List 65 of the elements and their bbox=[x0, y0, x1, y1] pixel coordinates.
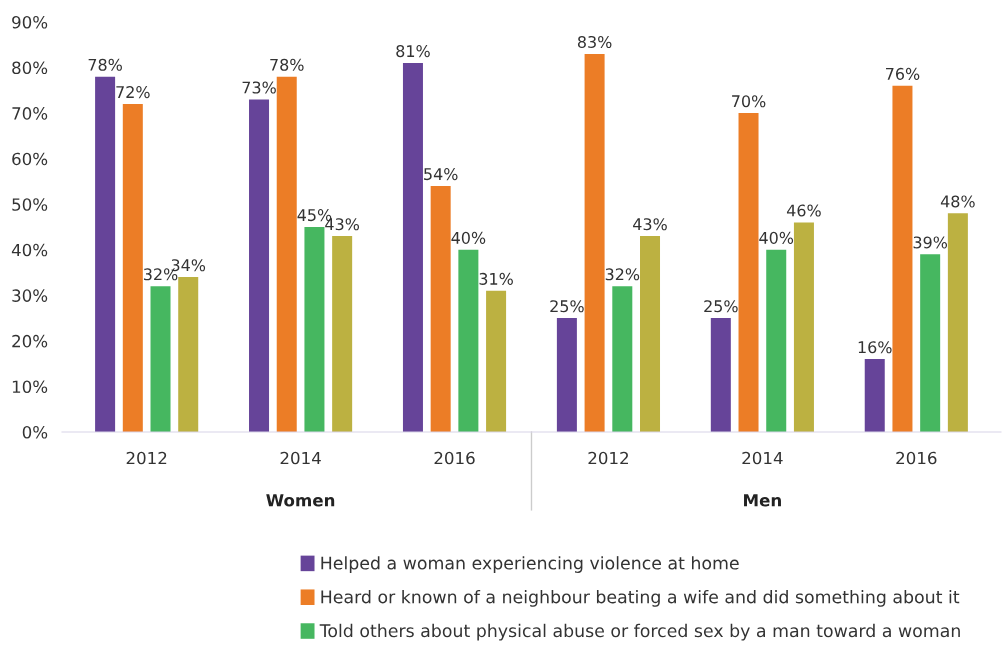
bar bbox=[430, 186, 451, 432]
text: 40% bbox=[451, 231, 486, 244]
bar bbox=[249, 99, 270, 432]
bar bbox=[178, 277, 199, 432]
x-tick-label: 2012 bbox=[126, 451, 167, 465]
text: 54% bbox=[424, 168, 458, 181]
bar bbox=[584, 53, 605, 432]
bar bbox=[486, 290, 507, 432]
bar bbox=[458, 249, 479, 432]
text: 73% bbox=[242, 81, 276, 94]
bar bbox=[738, 113, 759, 432]
bar bbox=[640, 236, 661, 432]
y-tick-label: 80% bbox=[12, 61, 48, 75]
bar bbox=[766, 249, 787, 432]
text: 72% bbox=[116, 86, 150, 99]
y-tick-label: 20% bbox=[12, 334, 48, 348]
y-tick-label: 90% bbox=[12, 15, 48, 29]
bar bbox=[710, 318, 731, 432]
y-tick-label: 70% bbox=[12, 107, 48, 120]
bar bbox=[150, 286, 171, 432]
bar bbox=[276, 76, 297, 432]
text: 25% bbox=[550, 300, 584, 313]
bar bbox=[920, 254, 941, 432]
text: 70% bbox=[732, 95, 766, 108]
text: 39% bbox=[913, 236, 948, 249]
y-tick-label: 0% bbox=[22, 425, 48, 439]
bar bbox=[612, 286, 633, 432]
text: 76% bbox=[886, 67, 920, 80]
text: Women bbox=[266, 494, 335, 507]
bar bbox=[556, 318, 577, 432]
bar bbox=[864, 359, 885, 432]
bar bbox=[332, 236, 353, 432]
x-tick-label: 2016 bbox=[434, 451, 475, 465]
text: 43% bbox=[633, 218, 667, 231]
text: 83% bbox=[577, 35, 612, 49]
text: 48% bbox=[940, 195, 975, 208]
text: 81% bbox=[396, 45, 430, 58]
x-tick-label: 2012 bbox=[588, 451, 628, 465]
text: Men bbox=[744, 494, 781, 507]
x-tick-label: 2016 bbox=[896, 451, 937, 465]
bar bbox=[947, 213, 968, 432]
text: 31% bbox=[479, 272, 513, 285]
legend-label: Told others about physical abuse or forced sex by a man toward a woman bbox=[319, 623, 960, 641]
y-tick-label: 40% bbox=[11, 243, 48, 257]
bar bbox=[304, 227, 325, 432]
text: 16% bbox=[858, 341, 892, 354]
text: 32% bbox=[605, 268, 640, 281]
legend-label: Helped a woman experiencing violence at home bbox=[321, 556, 739, 573]
text: 78% bbox=[88, 58, 122, 71]
y-tick-label: 50% bbox=[12, 198, 48, 211]
bar bbox=[793, 222, 814, 432]
text: 25% bbox=[704, 300, 738, 313]
y-tick-label: 30% bbox=[12, 289, 48, 302]
x-tick-label: 2014 bbox=[280, 451, 321, 465]
bar bbox=[402, 63, 423, 432]
bar bbox=[892, 85, 913, 432]
y-tick-label: 60% bbox=[12, 152, 48, 166]
x-tick-label: 2014 bbox=[742, 451, 783, 465]
text: 40% bbox=[759, 231, 794, 244]
bar bbox=[95, 76, 116, 432]
text: 46% bbox=[786, 204, 821, 217]
bar bbox=[122, 104, 143, 432]
text: 78% bbox=[270, 58, 304, 71]
y-tick-label: 10% bbox=[12, 380, 48, 394]
legend-label: Heard or known of a neighbour beating a wife and did something about it bbox=[321, 589, 960, 607]
